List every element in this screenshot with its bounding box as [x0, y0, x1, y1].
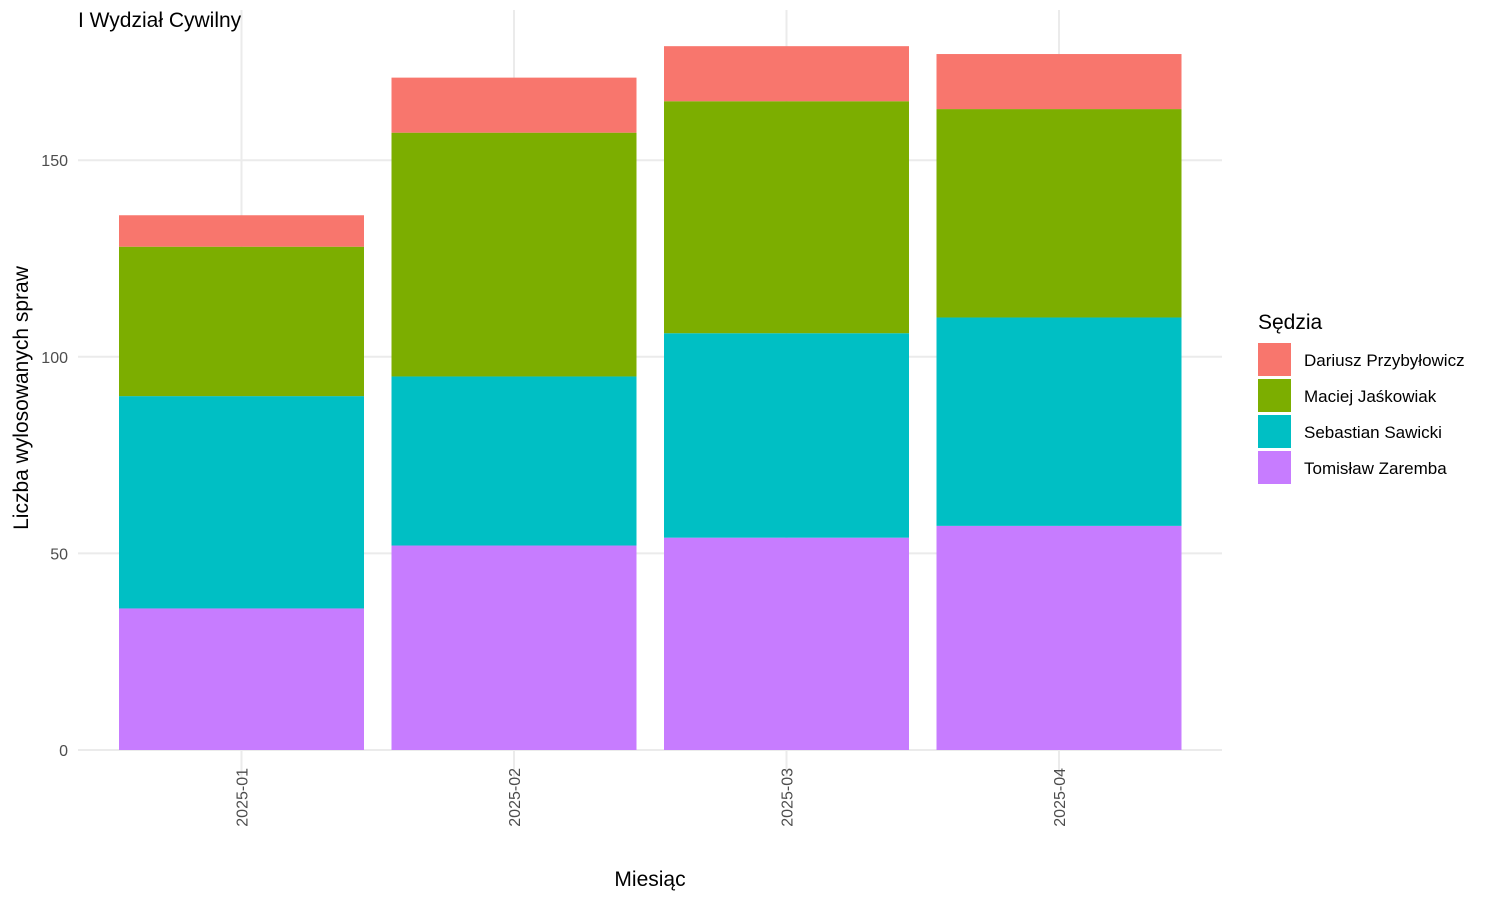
legend-swatch — [1258, 415, 1291, 448]
bar-segment — [664, 333, 909, 538]
x-axis-title: Miesiąc — [614, 868, 685, 891]
legend-swatch — [1258, 379, 1291, 412]
bar-segment — [664, 46, 909, 102]
legend-title: Sędzia — [1258, 311, 1323, 334]
legend-label: Maciej Jaśkowiak — [1304, 387, 1437, 406]
bar-segment — [936, 54, 1182, 110]
legend-label: Tomisław Zaremba — [1304, 459, 1447, 478]
y-tick-label: 0 — [59, 743, 68, 760]
bar-segment — [664, 537, 909, 750]
legend-label: Sebastian Sawicki — [1304, 423, 1442, 442]
bar-segment — [936, 525, 1182, 750]
legend-swatch — [1258, 451, 1291, 484]
x-tick-label: 2025-04 — [1052, 768, 1069, 827]
bar-segment — [119, 396, 364, 609]
legend-swatch — [1258, 343, 1291, 376]
bar-segment — [391, 376, 637, 546]
chart-title: I Wydział Cywilny — [78, 9, 242, 32]
bar-segment — [119, 608, 364, 750]
legend-label: Dariusz Przybyłowicz — [1304, 351, 1465, 370]
y-axis-title: Liczba wylosowanych spraw — [10, 265, 33, 530]
bar-segment — [119, 246, 364, 397]
bar-segment — [936, 317, 1182, 526]
bar-segment — [391, 77, 637, 133]
bar-segment — [664, 101, 909, 334]
y-tick-label: 150 — [41, 153, 68, 170]
bar-segment — [119, 215, 364, 247]
x-tick-label: 2025-02 — [507, 768, 524, 827]
y-axis-ticks: 0 50 100 150 — [41, 153, 68, 760]
bars — [119, 46, 1182, 750]
legend: Sędzia Dariusz Przybyłowicz Maciej Jaśkow… — [1258, 311, 1465, 484]
bar-segment — [936, 109, 1182, 318]
bar-segment — [391, 545, 637, 750]
y-tick-label: 50 — [50, 546, 68, 563]
x-axis-ticks: 2025-01 2025-02 2025-03 2025-04 — [235, 768, 1070, 827]
y-tick-label: 100 — [41, 350, 68, 367]
x-tick-label: 2025-01 — [235, 768, 252, 827]
x-tick-label: 2025-03 — [780, 768, 797, 827]
bar-segment — [391, 132, 637, 377]
